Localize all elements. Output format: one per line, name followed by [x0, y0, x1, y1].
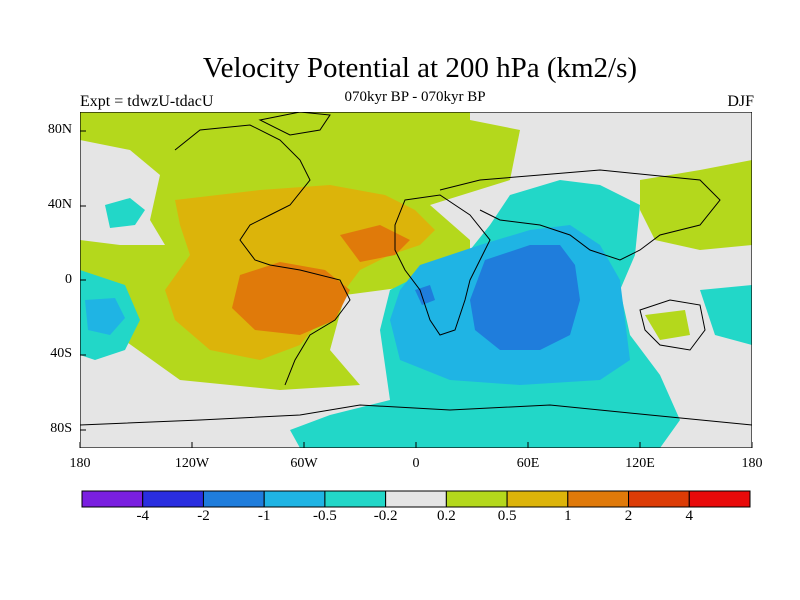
colorbar-label: -2 — [197, 508, 210, 524]
colorbar-label: -0.2 — [373, 508, 398, 524]
colorbar-swatch — [142, 490, 204, 508]
colorbar-label: 2 — [624, 508, 633, 524]
colorbar-swatch — [81, 490, 144, 508]
contour-positive-weak-asia — [640, 160, 752, 250]
contour-positive-strong-amazon — [232, 262, 350, 335]
colorbar-label: 0.5 — [497, 508, 517, 524]
contour-negative-strong — [470, 245, 580, 350]
colorbar-swatch — [506, 490, 569, 508]
colorbar-swatch — [385, 490, 447, 508]
contour-negative-weak-northpacific — [105, 198, 145, 228]
velocity-potential-field — [80, 112, 752, 448]
colorbar-swatch — [567, 490, 630, 508]
colorbar-swatch — [688, 490, 751, 508]
contour-positive-strong-atlantic — [340, 225, 410, 262]
axis-ticks — [79, 130, 753, 448]
colorbar-label: -4 — [136, 508, 149, 524]
contour-neutral-pacific — [80, 140, 165, 245]
lon-label-60w: 60W — [290, 456, 318, 471]
colorbar-swatch — [324, 490, 387, 508]
coastlines — [80, 112, 752, 426]
contour-negative-weak-eastpacific — [700, 285, 752, 345]
colorbar-swatch — [263, 490, 326, 508]
contour-positive-weak-australia — [645, 310, 690, 340]
colorbar-label: 1 — [564, 508, 572, 524]
map-title: Velocity Potential at 200 hPa (km2/s) — [202, 52, 638, 84]
colorbar-label: 0.2 — [436, 508, 456, 524]
lat-label-40s: 40S — [50, 346, 72, 361]
colorbar-label: -0.5 — [313, 508, 337, 524]
colorbar-swatch — [445, 490, 508, 508]
colorbar-label: -1 — [257, 508, 271, 524]
lon-label-0: 0 — [412, 456, 420, 471]
colorbar — [81, 490, 751, 508]
colorbar-swatch — [628, 490, 690, 508]
season-label: DJF — [727, 93, 754, 110]
lat-label-80s: 80S — [50, 421, 72, 436]
lat-label-0: 0 — [65, 272, 72, 287]
map-subtitle: 070kyr BP - 070kyr BP — [344, 89, 486, 105]
experiment-label: Expt = tdwzU-tdacU — [80, 93, 214, 110]
lon-label-60e: 60E — [516, 456, 540, 471]
lon-label-120e: 120E — [625, 456, 655, 471]
contour-negative-moderate-pacific — [85, 298, 125, 335]
lon-label-180e: 180 — [741, 456, 763, 471]
colorbar-label: 4 — [685, 508, 694, 524]
lat-label-40n: 40N — [47, 197, 72, 212]
lat-label-80n: 80N — [47, 122, 72, 137]
lon-label-180w: 180 — [69, 456, 91, 471]
lon-label-120w: 120W — [174, 456, 210, 471]
colorbar-swatch — [202, 490, 265, 508]
